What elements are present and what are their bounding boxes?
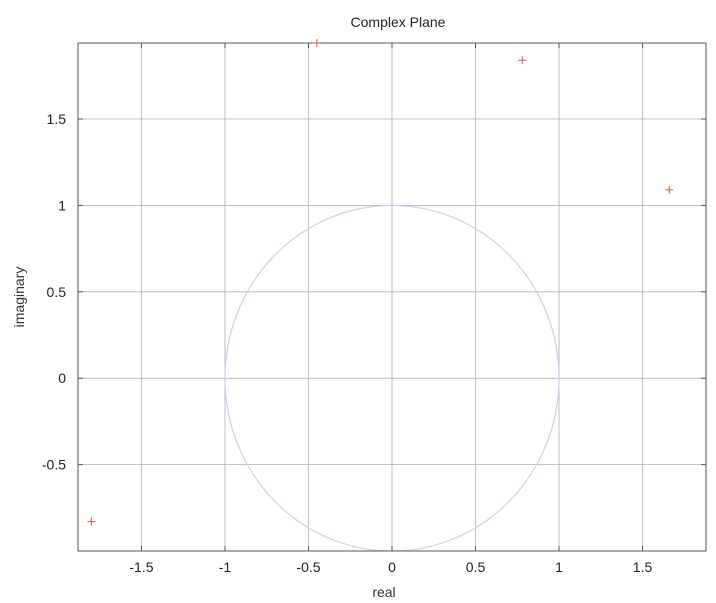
y-axis-label: imaginary [11, 267, 27, 328]
data-point [312, 39, 321, 47]
y-tick-labels: -0.5 0 0.5 1 1.5 [42, 111, 66, 473]
x-tick-label: -0.5 [296, 559, 320, 575]
x-tick-label: 0.5 [466, 559, 486, 575]
x-tick-label: 0 [388, 559, 396, 575]
x-tick-label: 1 [555, 559, 563, 575]
axes-box [77, 42, 707, 552]
data-point [87, 517, 96, 526]
chart-title: Complex Plane [351, 14, 446, 30]
x-tick-label: 1.5 [633, 559, 653, 575]
y-tick-label: 0 [58, 370, 66, 386]
data-point [518, 56, 527, 65]
x-tick-labels: -1.5 -1 -0.5 0 0.5 1 1.5 [129, 559, 652, 575]
x-axis-label: real [372, 584, 395, 600]
x-tick-label: -1 [219, 559, 232, 575]
axes-frame [77, 42, 707, 552]
y-tick-label: -0.5 [42, 457, 66, 473]
data-points [87, 39, 674, 526]
data-point [665, 185, 674, 194]
x-tick-label: -1.5 [129, 559, 153, 575]
y-tick-label: 0.5 [47, 284, 67, 300]
y-tick-label: 1.5 [47, 111, 67, 127]
y-tick-label: 1 [58, 197, 66, 213]
